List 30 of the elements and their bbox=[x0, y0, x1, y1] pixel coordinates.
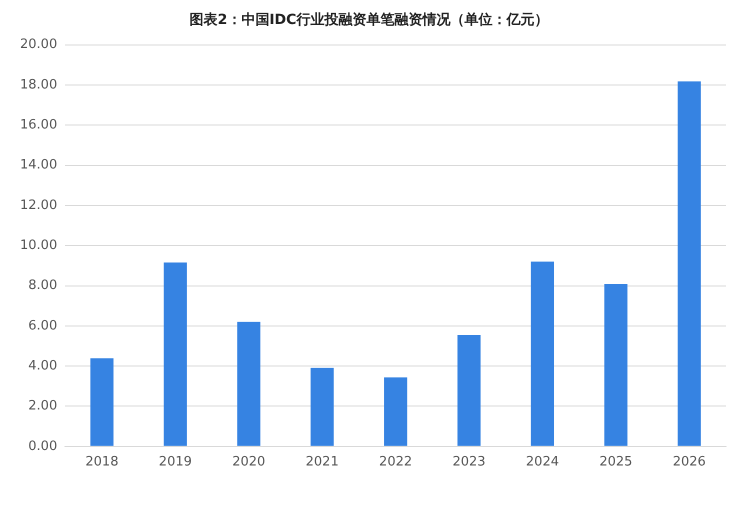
y-tick-label: 4.00 bbox=[28, 358, 58, 374]
bar bbox=[310, 368, 334, 446]
bar bbox=[237, 322, 260, 446]
x-tick-label: 2022 bbox=[379, 454, 412, 470]
y-tick-label: 6.00 bbox=[28, 318, 58, 334]
y-tick-label: 20.00 bbox=[20, 37, 58, 52]
x-tick-label: 2018 bbox=[85, 454, 118, 470]
x-tick-label: 2024 bbox=[526, 454, 559, 470]
bar bbox=[457, 334, 481, 446]
chart-title: 图表2：中国IDC行业投融资单笔融资情况（单位：亿元） bbox=[190, 12, 548, 28]
bar bbox=[604, 284, 628, 446]
bar bbox=[678, 81, 701, 446]
bar bbox=[384, 377, 408, 446]
y-tick-label: 0.00 bbox=[28, 438, 58, 454]
y-tick-label: 14.00 bbox=[20, 158, 58, 173]
y-tick-label: 16.00 bbox=[20, 117, 58, 132]
x-tick-label: 2019 bbox=[158, 454, 192, 470]
bar bbox=[164, 262, 187, 446]
y-tick-label: 10.00 bbox=[20, 238, 58, 253]
y-tick-label: 8.00 bbox=[28, 278, 58, 294]
y-tick-label: 12.00 bbox=[20, 198, 58, 213]
bar bbox=[90, 358, 114, 446]
x-tick-label: 2021 bbox=[306, 454, 339, 470]
x-tick-label: 2023 bbox=[452, 454, 486, 470]
x-tick-label: 2025 bbox=[599, 454, 632, 470]
x-tick-label: 2026 bbox=[672, 454, 706, 470]
x-tick-label: 2020 bbox=[232, 454, 266, 470]
y-tick-label: 2.00 bbox=[28, 398, 58, 414]
bar bbox=[530, 262, 554, 446]
y-tick-label: 18.00 bbox=[20, 77, 58, 92]
